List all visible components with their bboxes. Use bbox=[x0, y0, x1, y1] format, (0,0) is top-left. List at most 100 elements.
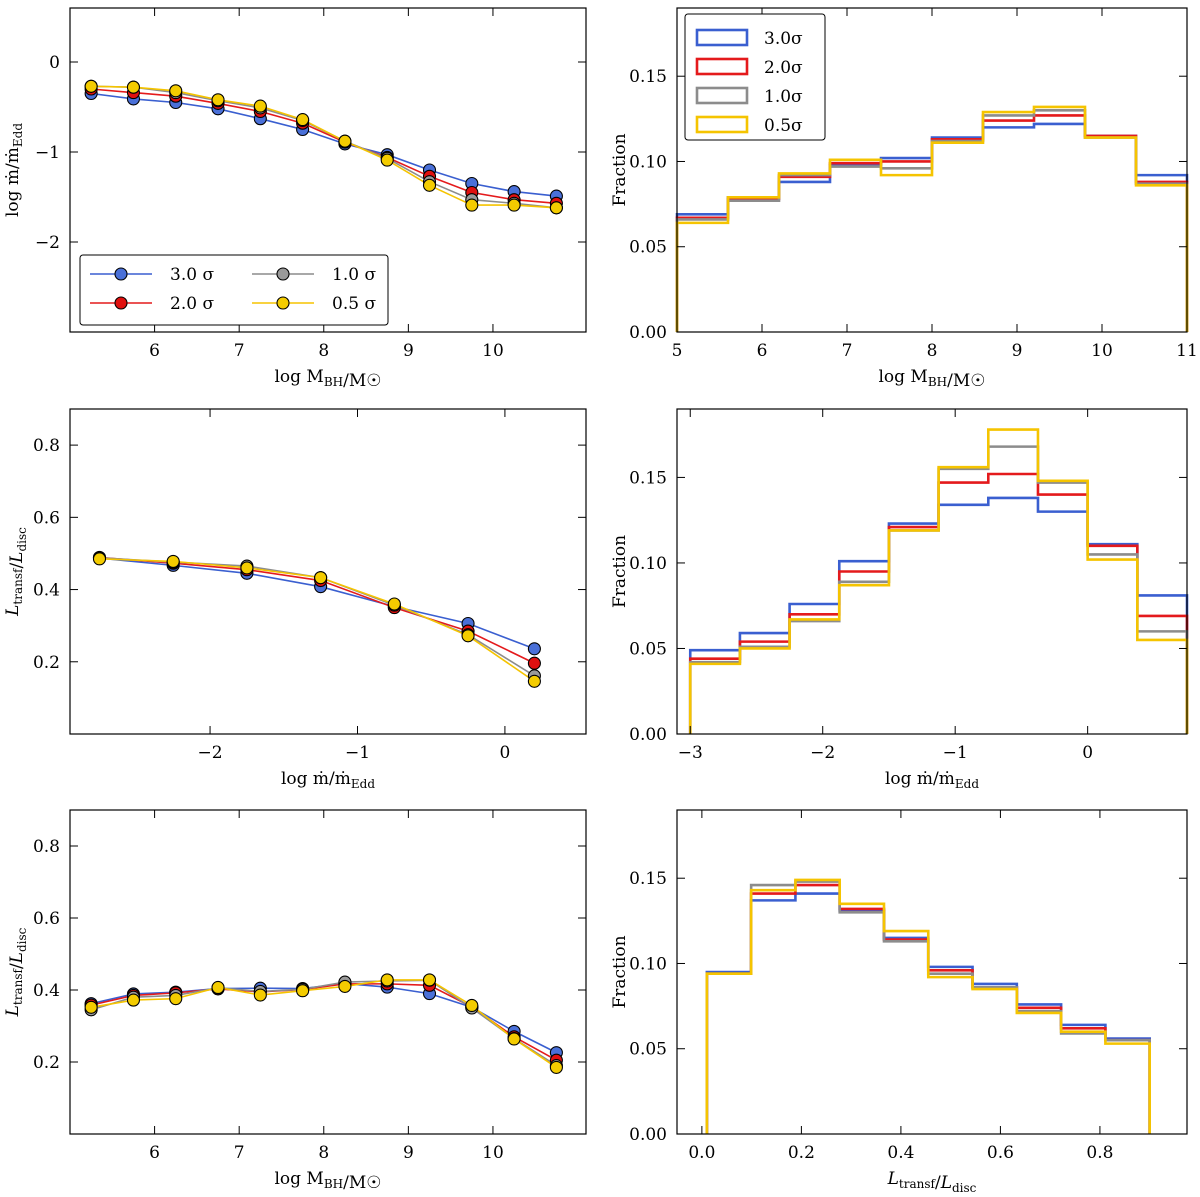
plot-frame-p4 bbox=[676, 408, 1188, 735]
histogram-step-2 bbox=[705, 880, 1151, 1134]
panel-p5: 6 7 8 9 10 0.2 0.4 0.6 0.8 log MBH/M☉ Ltransf/Ldis… bbox=[3, 809, 587, 1193]
histogram-step-0 bbox=[705, 892, 1151, 1134]
x-axis-label-p6: Ltransf/Ldisc bbox=[887, 1169, 977, 1195]
x-axis-label-p1: log MBH/M☉ bbox=[274, 367, 381, 391]
y-axis-label-p5: Ltransf/Ldisc bbox=[3, 927, 29, 1017]
data-point bbox=[169, 84, 183, 98]
legend-marker bbox=[276, 296, 290, 310]
data-point bbox=[240, 561, 254, 575]
x-tick-label: 9 bbox=[403, 341, 414, 361]
x-tick-label: 5 bbox=[672, 341, 683, 361]
x-tick-label: 0 bbox=[500, 743, 511, 763]
legend: 3.0 σ 2.0 σ 1.0 σ 0.5 σ bbox=[79, 254, 389, 326]
plot-frame-p5 bbox=[69, 809, 587, 1135]
series-line-0 bbox=[91, 92, 557, 197]
data-point bbox=[422, 973, 437, 987]
y-tick-label: 0.4 bbox=[33, 981, 60, 1001]
y-tick-label: 0.4 bbox=[33, 581, 60, 601]
data-point bbox=[461, 629, 475, 643]
y-axis-label-p4: Fraction bbox=[610, 535, 630, 608]
x-tick-label: 8 bbox=[318, 341, 329, 361]
x-tick-label: 7 bbox=[234, 1143, 245, 1163]
x-axis-label-p4: log ṁ/ṁEdd bbox=[885, 769, 979, 791]
data-point bbox=[126, 80, 140, 94]
x-tick-label: 7 bbox=[842, 341, 853, 361]
x-tick-label: 8 bbox=[318, 1143, 329, 1163]
y-tick-label: 0.05 bbox=[629, 238, 667, 258]
data-point bbox=[380, 973, 394, 987]
data-point bbox=[169, 992, 183, 1006]
series-line-3 bbox=[91, 85, 557, 209]
data-point bbox=[166, 554, 180, 568]
data-point bbox=[296, 113, 310, 127]
panel-p3: −2 −1 0 0.2 0.4 0.6 0.8 log ṁ/ṁEdd Ltransf/Ldisc bbox=[3, 408, 587, 791]
legend-label: 0.5σ bbox=[764, 116, 803, 136]
histogram-step-3 bbox=[705, 878, 1151, 1134]
y-tick-label: 0.00 bbox=[629, 1125, 667, 1145]
legend-swatch bbox=[695, 57, 749, 76]
x-tick-label: 8 bbox=[927, 341, 938, 361]
x-axis-label-p5: log MBH/M☉ bbox=[274, 1169, 381, 1193]
legend-label: 3.0 σ bbox=[170, 265, 214, 285]
data-point bbox=[253, 99, 267, 113]
data-point bbox=[549, 1060, 563, 1074]
legend-label: 3.0σ bbox=[764, 29, 803, 49]
plot-frame-p3 bbox=[69, 408, 587, 735]
x-tick-label: 0.8 bbox=[1086, 1143, 1113, 1163]
x-tick-label: −2 bbox=[810, 743, 835, 763]
x-tick-label: −3 bbox=[678, 743, 703, 763]
series-line-1 bbox=[91, 88, 557, 205]
y-tick-label: 0.05 bbox=[629, 639, 667, 659]
y-tick-label: 0.00 bbox=[629, 725, 667, 745]
data-point bbox=[211, 980, 225, 995]
x-tick-label: 10 bbox=[482, 341, 504, 361]
data-point bbox=[253, 988, 267, 1002]
data-point bbox=[211, 93, 225, 107]
legend-swatch bbox=[695, 115, 749, 134]
x-tick-label: 6 bbox=[149, 341, 160, 361]
y-tick-label: 0.6 bbox=[33, 508, 60, 528]
legend-marker bbox=[276, 267, 290, 281]
data-point bbox=[338, 979, 352, 993]
y-tick-label: 0 bbox=[49, 53, 60, 73]
y-tick-label: −2 bbox=[35, 233, 60, 253]
data-point bbox=[84, 79, 98, 93]
data-point bbox=[527, 656, 541, 670]
x-axis-label-p2: log MBH/M☉ bbox=[878, 367, 985, 391]
panel-p1: 6 7 8 9 10 −2 −1 0 log MBH/M☉ log ṁ/ṁEdd 3.0 σ 2.0 … bbox=[3, 7, 587, 391]
legend-label: 2.0σ bbox=[764, 58, 803, 78]
data-point bbox=[338, 134, 352, 148]
x-tick-label: 9 bbox=[403, 1143, 414, 1163]
legend-marker bbox=[114, 267, 128, 281]
data-point bbox=[387, 597, 401, 611]
x-tick-label: 10 bbox=[1091, 341, 1113, 361]
y-axis-label-p3: Ltransf/Ldisc bbox=[3, 527, 29, 617]
y-tick-label: 0.2 bbox=[33, 653, 60, 673]
data-point bbox=[465, 198, 479, 212]
y-axis-label-p2: Fraction bbox=[610, 133, 630, 206]
y-axis-label-p1: log ṁ/ṁEdd bbox=[3, 123, 25, 217]
x-tick-label: 6 bbox=[757, 341, 768, 361]
y-tick-label: −1 bbox=[35, 143, 60, 163]
legend-marker bbox=[114, 296, 128, 310]
panel-p2: 5 6 7 8 9 10 11 0.00 0.05 0.10 0.15 log MBH/M☉ Fract… bbox=[610, 7, 1198, 391]
y-tick-label: 0.05 bbox=[629, 1040, 667, 1060]
y-tick-label: 0.15 bbox=[629, 67, 667, 87]
y-tick-label: 0.10 bbox=[629, 954, 667, 974]
x-tick-label: −2 bbox=[198, 743, 223, 763]
x-axis-label-p3: log ṁ/ṁEdd bbox=[281, 769, 375, 791]
y-tick-label: 0.10 bbox=[629, 152, 667, 172]
y-tick-label: 0.10 bbox=[629, 554, 667, 574]
data-point bbox=[380, 153, 394, 167]
y-tick-label: 0.8 bbox=[33, 436, 60, 456]
data-point bbox=[507, 1032, 521, 1046]
data-point bbox=[507, 198, 521, 212]
data-point bbox=[314, 571, 328, 585]
x-tick-label: 0.0 bbox=[688, 1143, 715, 1163]
x-tick-label: 9 bbox=[1012, 341, 1023, 361]
y-tick-label: 0.6 bbox=[33, 909, 60, 929]
panel-p6: 0.0 0.2 0.4 0.6 0.8 0.00 0.05 0.10 0.15 Ltransf/L… bbox=[610, 809, 1188, 1195]
legend-label: 2.0 σ bbox=[170, 294, 214, 314]
histogram-step-3 bbox=[688, 428, 1189, 734]
